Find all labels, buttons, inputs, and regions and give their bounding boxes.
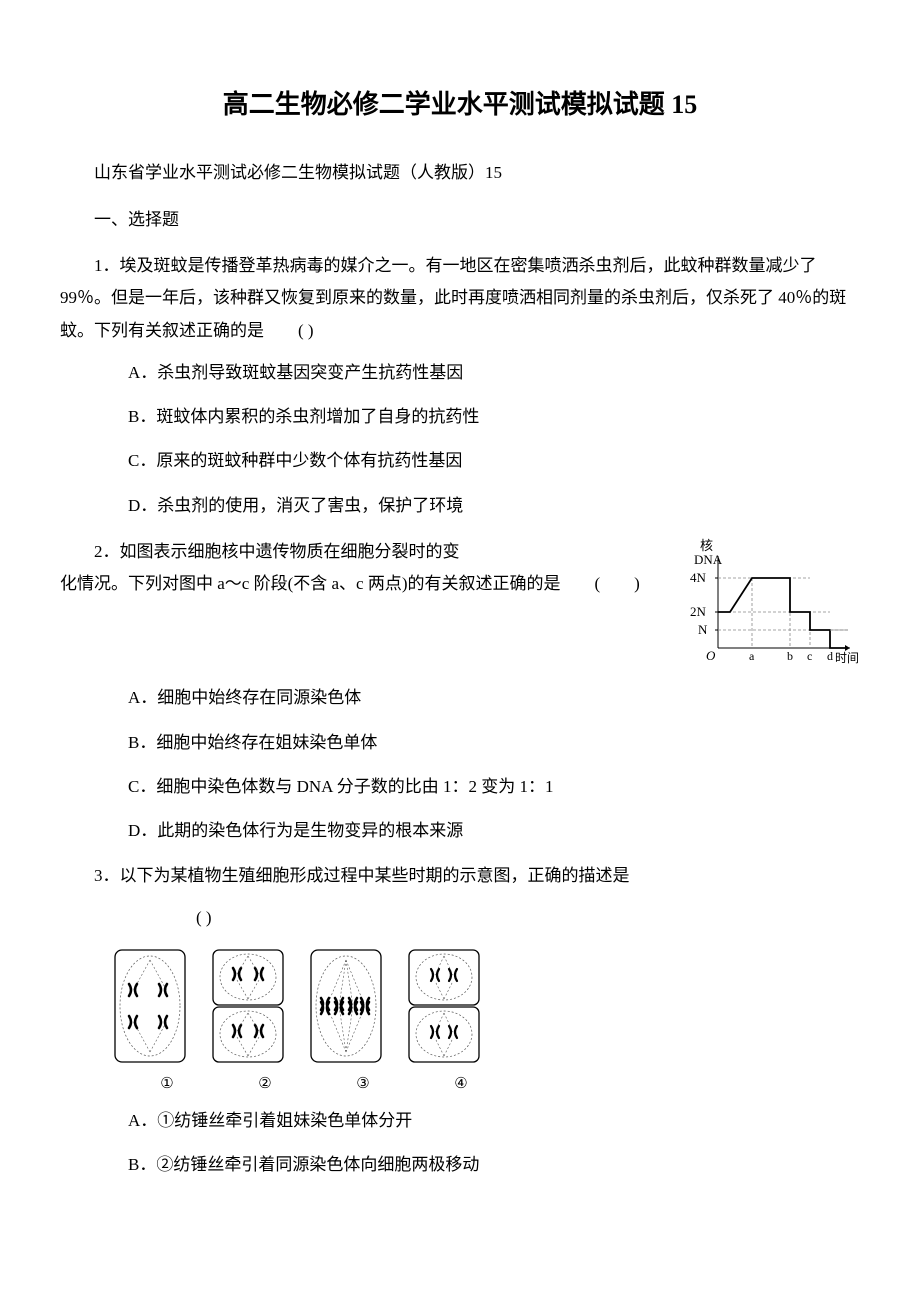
q3-diagram-1: ① xyxy=(111,946,189,1099)
q1-option-a: A．杀虫剂导致斑蚊基因突变产生抗药性基因 xyxy=(60,357,860,389)
q2-option-b: B．细胞中始终存在姐妹染色单体 xyxy=(60,727,860,759)
q2-option-c: C．细胞中染色体数与 DNA 分子数的比由 1：2 变为 1：1 xyxy=(60,771,860,803)
q2-dna-chart: 核 DNA 4N 2N N O xyxy=(670,536,860,677)
question-2: 核 DNA 4N 2N N O xyxy=(60,536,860,847)
q3-label-1: ① xyxy=(126,1070,173,1099)
q3-diagram-2: ② xyxy=(209,946,287,1099)
q3-option-b: B．②纺锤丝牵引着同源染色体向细胞两极移动 xyxy=(60,1149,860,1181)
svg-text:b: b xyxy=(787,649,793,663)
q3-label-2: ② xyxy=(224,1070,271,1099)
q1-text: 1．埃及斑蚊是传播登革热病毒的媒介之一。有一地区在密集喷洒杀虫剂后，此蚊种群数量… xyxy=(60,250,860,347)
svg-text:a: a xyxy=(749,649,755,663)
svg-text:d: d xyxy=(827,649,833,663)
q3-diagram-3: ③ xyxy=(307,946,385,1099)
svg-text:2N: 2N xyxy=(690,604,707,619)
q3-text: 3．以下为某植物生殖细胞形成过程中某些时期的示意图，正确的描述是 xyxy=(60,860,860,892)
svg-text:4N: 4N xyxy=(690,570,707,585)
q2-option-d: D．此期的染色体行为是生物变异的根本来源 xyxy=(60,815,860,847)
svg-text:c: c xyxy=(807,649,812,663)
q2-text-before: 2．如图表示细胞核中遗传物质在细胞分裂时的变 xyxy=(94,542,460,561)
q1-option-c: C．原来的斑蚊种群中少数个体有抗药性基因 xyxy=(60,445,860,477)
q2-option-a: A．细胞中始终存在同源染色体 xyxy=(60,682,860,714)
q3-diagram-4: ④ xyxy=(405,946,483,1099)
svg-text:O: O xyxy=(706,648,716,663)
q3-paren: ( ) xyxy=(60,902,860,934)
q3-label-4: ④ xyxy=(420,1070,467,1099)
q3-diagrams: ① xyxy=(60,946,860,1099)
section-heading: 一、选择题 xyxy=(60,204,860,236)
q1-option-b: B．斑蚊体内累积的杀虫剂增加了自身的抗药性 xyxy=(60,401,860,433)
q1-option-d: D．杀虫剂的使用，消灭了害虫，保护了环境 xyxy=(60,490,860,522)
subtitle-text: 山东省学业水平测试必修二生物模拟试题（人教版）15 xyxy=(60,157,860,189)
question-3: 3．以下为某植物生殖细胞形成过程中某些时期的示意图，正确的描述是 ( ) xyxy=(60,860,860,1182)
q3-label-3: ③ xyxy=(322,1070,369,1099)
svg-text:核: 核 xyxy=(700,538,713,553)
question-1: 1．埃及斑蚊是传播登革热病毒的媒介之一。有一地区在密集喷洒杀虫剂后，此蚊种群数量… xyxy=(60,250,860,522)
q2-text-after: 化情况。下列对图中 a～c 阶段(不含 a、c 两点)的有关叙述正确的是 ( ) xyxy=(60,574,640,593)
q3-option-a: A．①纺锤丝牵引着姐妹染色单体分开 xyxy=(60,1105,860,1137)
svg-text:时间: 时间 xyxy=(835,651,859,665)
page-title: 高二生物必修二学业水平测试模拟试题 15 xyxy=(60,80,860,129)
svg-text:N: N xyxy=(698,622,708,637)
